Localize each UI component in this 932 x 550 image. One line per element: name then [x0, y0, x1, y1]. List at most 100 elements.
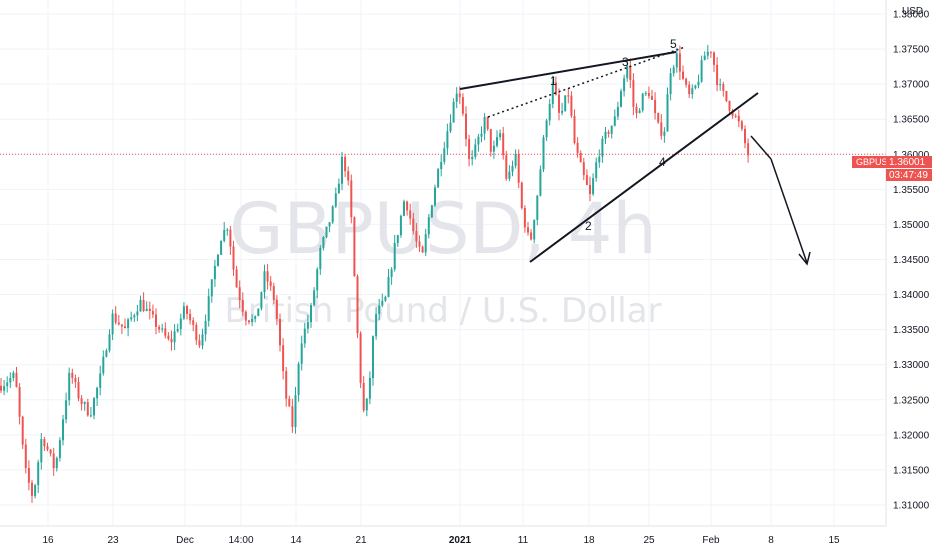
candle-body — [582, 162, 585, 176]
candle-body — [12, 372, 15, 379]
time-axis[interactable]: 16 23 Dec 14:00 14 21 2021 11 18 25 Feb 8 15 — [42, 535, 840, 546]
candle-body — [173, 331, 176, 343]
price-axis[interactable]: 1.38000 1.37500 1.37000 1.36500 1.36000 1.355… — [893, 10, 930, 512]
candle-body — [573, 115, 576, 143]
candle-body — [238, 287, 241, 301]
candle-body — [96, 387, 99, 399]
candle-body — [616, 106, 619, 117]
candle-body — [644, 92, 647, 94]
price-tick-label: 1.38000 — [893, 10, 930, 21]
candle-body — [148, 308, 151, 312]
price-tick-label: 1.31500 — [893, 465, 930, 476]
candle-body — [734, 115, 737, 117]
candle-body — [554, 82, 557, 95]
price-tick-label: 1.33000 — [893, 360, 930, 371]
candle-body — [638, 110, 641, 114]
candle-body — [170, 338, 173, 343]
candle-body — [179, 318, 182, 330]
time-tick-label: 15 — [828, 535, 840, 546]
projection-arrow-shaft[interactable] — [770, 158, 808, 264]
candle-body — [77, 381, 80, 399]
candle-body — [458, 93, 461, 98]
candle-body — [111, 313, 114, 335]
price-tick-label: 1.36000 — [893, 150, 930, 161]
candle-body — [539, 169, 542, 196]
candle-body — [731, 110, 734, 116]
time-tick-label: 8 — [768, 535, 774, 546]
time-tick-label: 2021 — [449, 535, 472, 546]
candle-body — [167, 335, 170, 339]
candle-body — [31, 482, 33, 496]
candle-body — [641, 93, 644, 111]
candle-body — [272, 286, 275, 300]
time-tick-label: 25 — [643, 535, 655, 546]
candle-body — [266, 271, 269, 282]
candle-body — [226, 229, 229, 231]
candle-body — [142, 299, 145, 311]
candle-body — [455, 93, 458, 102]
candle-body — [545, 120, 548, 138]
candle-body — [108, 334, 111, 351]
candle-body — [80, 398, 83, 404]
candle-body — [486, 116, 489, 130]
price-tick-label: 1.35000 — [893, 220, 930, 231]
candle-body — [263, 271, 266, 293]
candle-body — [6, 382, 9, 387]
price-tick-label: 1.35500 — [893, 185, 930, 196]
candle-body — [461, 97, 464, 114]
candle-body — [427, 217, 430, 235]
candle-body — [288, 398, 291, 407]
candle-body — [182, 306, 185, 319]
lower-trendline[interactable] — [529, 92, 759, 263]
candle-body — [204, 320, 207, 335]
candle-body — [740, 121, 743, 129]
candle-body — [300, 343, 303, 364]
candle-body — [89, 415, 92, 417]
candle-body — [713, 52, 715, 65]
candle-body — [694, 85, 697, 89]
candle-body — [409, 210, 412, 219]
price-tick-label: 1.34000 — [893, 290, 930, 301]
candle-body — [362, 382, 365, 411]
candle-body — [728, 101, 731, 111]
candle-body — [328, 222, 331, 227]
time-tick-label: 18 — [583, 535, 595, 546]
candle-body — [313, 290, 316, 306]
price-tick-label: 1.34500 — [893, 255, 930, 266]
candle-body — [508, 171, 511, 179]
candle-body — [164, 328, 167, 336]
candle-body — [604, 131, 607, 139]
candle-body — [120, 324, 123, 327]
candle-body — [421, 246, 424, 253]
candle-body — [669, 73, 672, 95]
candle-body — [68, 372, 71, 401]
projection-line[interactable] — [750, 135, 772, 160]
candle-body — [691, 88, 694, 95]
candle-body — [558, 94, 560, 113]
time-tick-label: 16 — [42, 535, 54, 546]
candle-body — [232, 246, 235, 270]
candle-body — [598, 156, 601, 163]
candle-body — [43, 439, 46, 447]
candle-body — [632, 80, 635, 107]
candle-body — [465, 113, 467, 140]
candle-body — [275, 299, 278, 319]
time-tick-label: 21 — [355, 535, 367, 546]
candle-body — [291, 406, 294, 427]
candle-body — [58, 440, 61, 458]
candle-body — [685, 78, 688, 85]
candle-body — [384, 296, 387, 301]
candle-body — [86, 402, 89, 416]
candle-body — [356, 276, 359, 334]
upper-trendline[interactable] — [459, 51, 677, 90]
candle-body — [452, 101, 455, 123]
candle-body — [579, 152, 582, 163]
candle-body — [40, 439, 43, 463]
candle-body — [46, 446, 49, 450]
candle-body — [303, 328, 306, 344]
candle-body — [533, 219, 536, 240]
candle-body — [601, 138, 604, 157]
candle-body — [567, 95, 570, 97]
candle-body — [722, 84, 725, 91]
candle-body — [666, 94, 669, 132]
